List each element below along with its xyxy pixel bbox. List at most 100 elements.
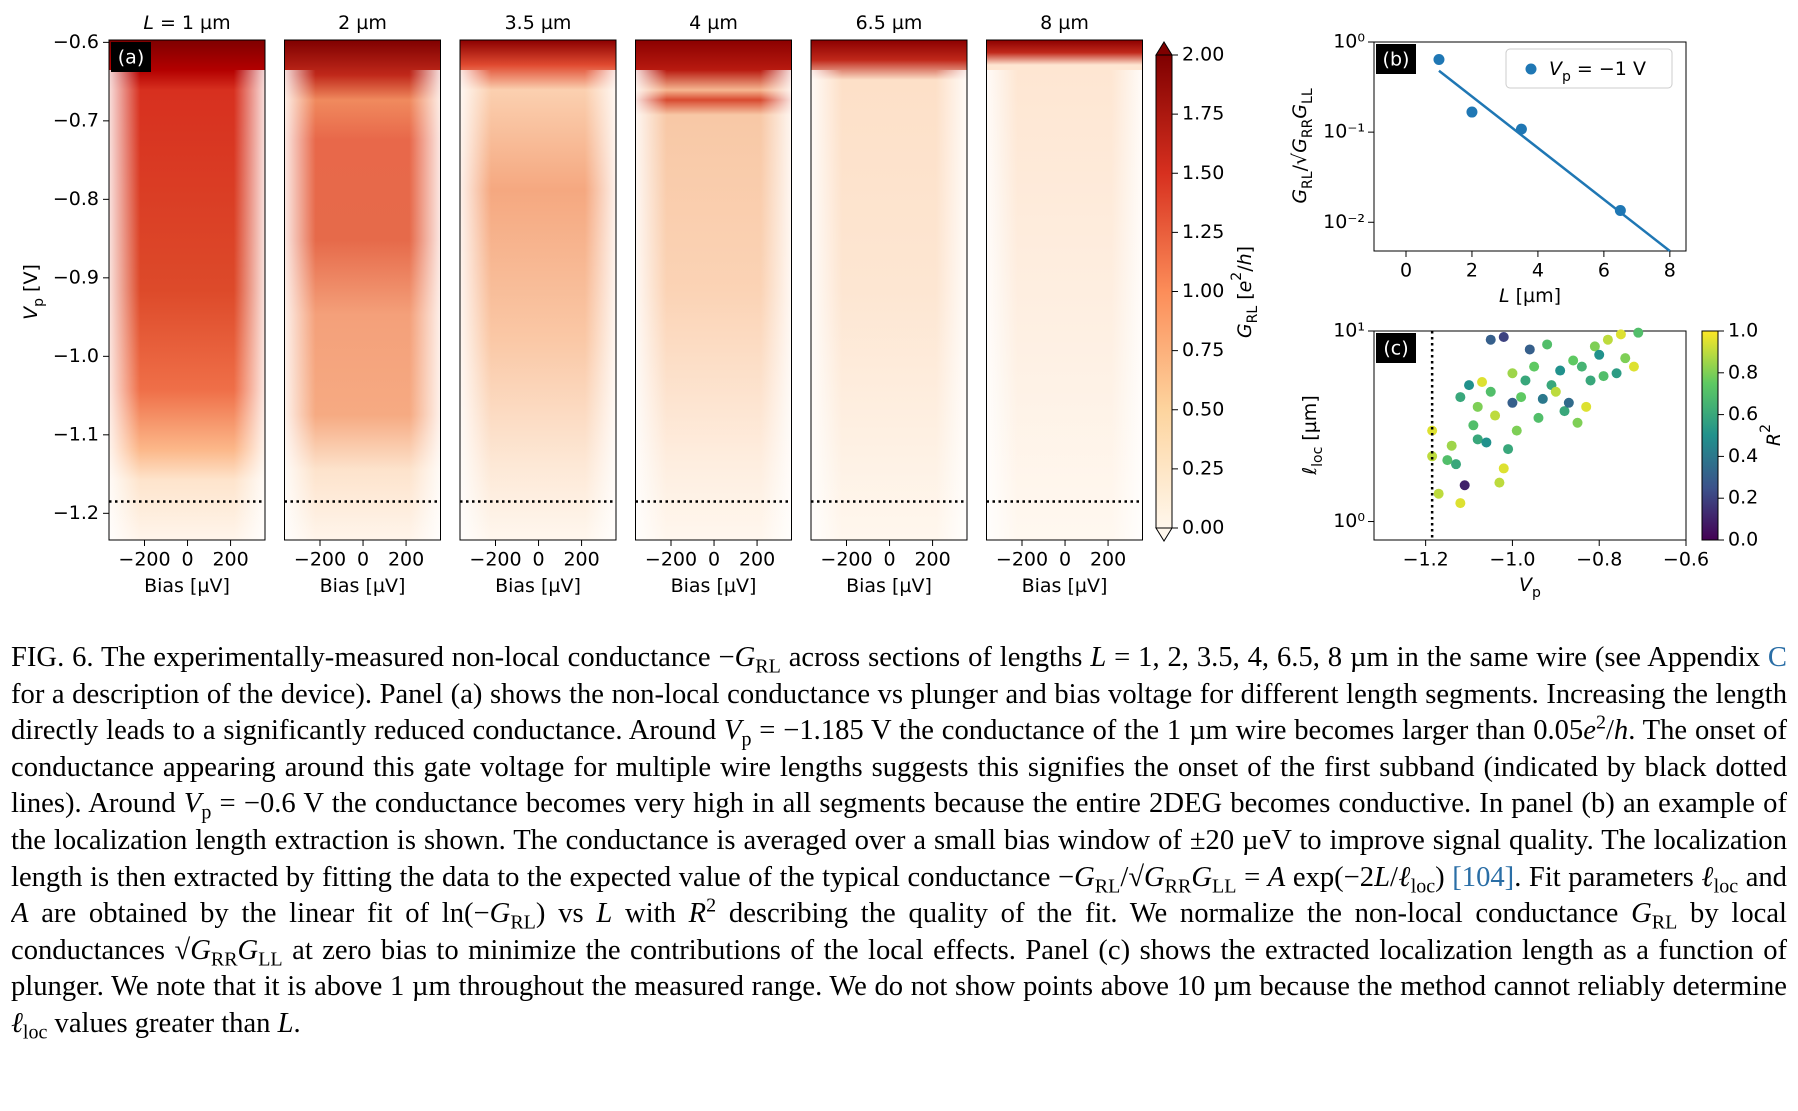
italic-text: V [1549, 58, 1564, 80]
data-point [1472, 401, 1483, 412]
panel-title: 3.5 µm [505, 12, 572, 34]
text-part: [µm] [1299, 395, 1321, 446]
caption-text: = −1.185 V the conductance of the 1 µm w… [751, 715, 1584, 747]
italic-text: G [1289, 189, 1311, 204]
colorbar-tick-label: 0.0 [1728, 529, 1758, 551]
axes-frame [810, 39, 968, 541]
data-point [1515, 123, 1527, 135]
data-point [1628, 361, 1639, 372]
panel-title: 8 µm [1040, 12, 1089, 34]
data-point [1550, 386, 1561, 397]
caption-text: p [201, 802, 212, 825]
caption-text: G [237, 934, 259, 966]
caption-text: LL [1212, 875, 1237, 898]
caption-text: loc [1713, 875, 1739, 898]
x-tick-label: −200 [996, 549, 1048, 571]
caption-text: h [1613, 715, 1629, 747]
y-tick-label: −1.1 [53, 423, 99, 445]
caption-text: and [1738, 861, 1787, 893]
panel-label-box [111, 42, 151, 72]
data-point [1511, 425, 1522, 436]
data-point [1572, 417, 1583, 428]
caption-text: ℓ [1397, 861, 1411, 893]
colorbar-label: R2 [1758, 424, 1785, 446]
data-point [1568, 355, 1579, 366]
data-point [1477, 376, 1488, 387]
italic-text: G [1289, 138, 1311, 153]
caption-text: RL [510, 911, 536, 934]
colorbar-tick-label: 0.6 [1728, 403, 1758, 425]
text-part: Bias [µV] [495, 575, 581, 597]
x-tick-label: 0 [1400, 260, 1412, 282]
x-tick-label: −200 [469, 549, 521, 571]
x-tick-label: −0.6 [1663, 549, 1709, 571]
subscript: p [31, 298, 47, 307]
subscript: RR [1300, 118, 1316, 138]
x-axis-label: Bias [µV] [846, 575, 932, 597]
colorbar [1701, 330, 1719, 541]
data-point [1466, 106, 1478, 118]
text-part: [ [1234, 292, 1256, 305]
italic-text: R [1763, 433, 1785, 446]
data-point [1611, 368, 1622, 379]
caption-text: ) [1435, 861, 1453, 893]
x-tick-label: −200 [118, 549, 170, 571]
x-tick-label: 0 [708, 549, 720, 571]
data-point [1427, 451, 1438, 462]
x-tick-label: −1.0 [1489, 549, 1535, 571]
caption-text: /√ [1120, 861, 1145, 893]
data-point [1585, 375, 1596, 386]
x-axis-label: Vp [1519, 574, 1541, 602]
data-point [1563, 397, 1574, 408]
colorbar-tick-label: 1.75 [1182, 103, 1224, 125]
italic-text: ℓ [1299, 467, 1321, 476]
x-tick-label: 4 [1532, 260, 1544, 282]
italic-text: L [143, 12, 154, 34]
data-point [1620, 353, 1631, 364]
y-tick-label: 10⁻¹ [1323, 121, 1365, 143]
italic-text: G [1234, 323, 1256, 338]
x-tick-label: −200 [820, 549, 872, 571]
data-point [1459, 480, 1470, 491]
caption-text: G [190, 934, 211, 966]
data-point [1581, 401, 1592, 412]
data-point [1615, 329, 1626, 340]
legend-label: Vp = −1 V [1549, 58, 1646, 86]
caption-text: G [734, 642, 756, 673]
caption-text: loc [1410, 875, 1436, 898]
caption-text: 2 [1595, 711, 1606, 734]
caption-text: RR [210, 948, 238, 971]
data-point [1481, 437, 1492, 448]
subscript: RL [1300, 171, 1316, 189]
y-tick-label: 10⁰ [1333, 510, 1365, 532]
panel-title: 6.5 µm [856, 12, 923, 34]
colorbar-tick-label: 0.8 [1728, 361, 1758, 383]
subscript: p [1562, 69, 1571, 85]
x-tick-label: 8 [1664, 260, 1676, 282]
data-point [1559, 406, 1570, 417]
text-part: /√ [1289, 152, 1311, 171]
data-point [1503, 444, 1514, 455]
italic-text: L [1499, 285, 1510, 307]
caption-text: [104] [1452, 861, 1515, 893]
caption-text: G [1631, 898, 1652, 930]
text-part: Bias [µV] [320, 575, 406, 597]
x-tick-label: −200 [645, 549, 697, 571]
colorbar-tick-label: 0.2 [1728, 487, 1758, 509]
x-tick-label: 0 [1059, 549, 1071, 571]
x-tick-label: 0 [532, 549, 544, 571]
subscript: loc [1310, 447, 1326, 467]
caption-text: . Fit parameters [1514, 861, 1702, 893]
caption-text: G [489, 898, 511, 930]
y-axis-label: GRL/√GRRGLL [1289, 88, 1317, 204]
caption-text: 2 [706, 894, 717, 917]
x-axis-label: Bias [µV] [671, 575, 757, 597]
text-part: Bias [µV] [671, 575, 757, 597]
data-point [1455, 392, 1466, 403]
caption-text: with [612, 898, 689, 930]
caption-text: = 1, 2, 3.5, 4, 6.5, 8 µm in the same wi… [1106, 642, 1768, 673]
text-part: 2 µm [338, 12, 387, 34]
y-tick-label: −0.7 [53, 109, 99, 131]
x-tick-label: 200 [563, 549, 599, 571]
caption-text: G [1191, 861, 1213, 893]
